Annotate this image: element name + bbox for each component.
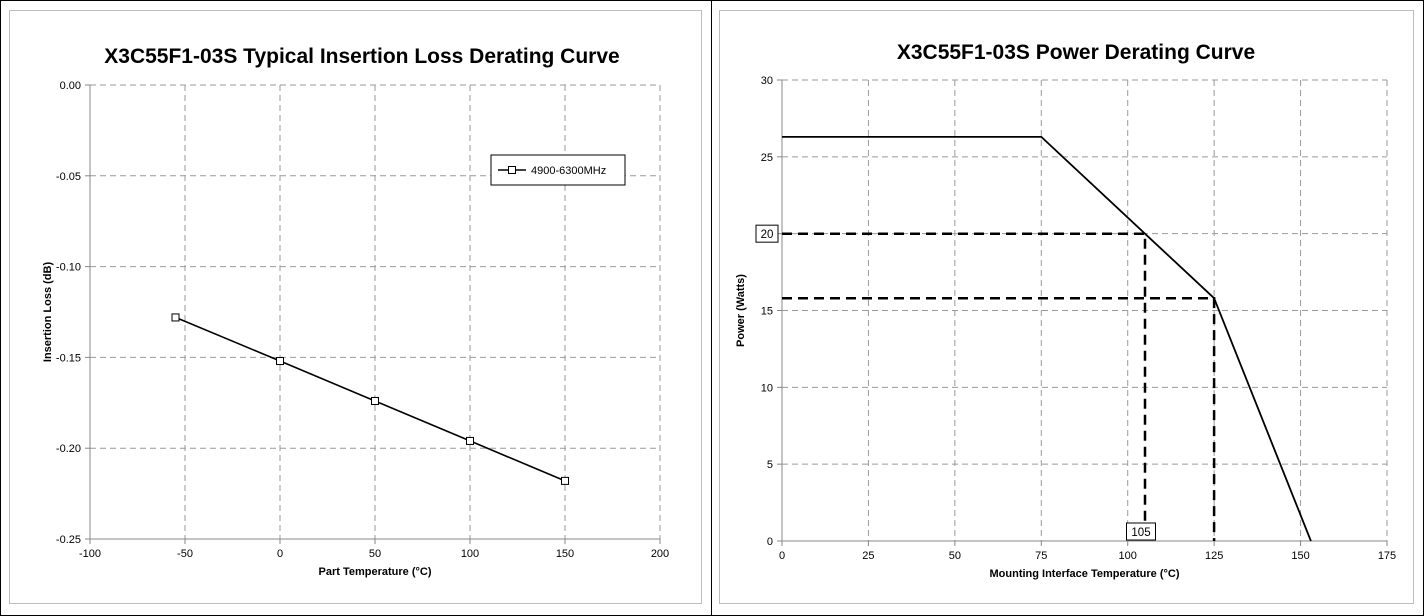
y-axis-label: Insertion Loss (dB) <box>42 262 54 363</box>
data-point-marker <box>171 313 180 322</box>
y-tick-label: 25 <box>761 152 773 164</box>
y-tick-label: -0.20 <box>56 443 81 455</box>
x-tick-label: 100 <box>461 548 479 560</box>
x-tick-label: -100 <box>79 548 101 560</box>
x-tick-label: 125 <box>1205 550 1223 562</box>
x-tick-label: 150 <box>1291 550 1309 562</box>
legend-marker-swatch <box>508 166 516 174</box>
data-point-marker <box>371 396 379 405</box>
data-point-marker <box>276 357 284 366</box>
y-tick-label: -0.05 <box>56 171 81 183</box>
x-tick-label: 0 <box>277 548 283 560</box>
series-line-0 <box>782 136 1312 542</box>
callout-box-1 <box>1126 522 1156 541</box>
x-tick-label: 0 <box>779 550 785 562</box>
x-axis-label: Mounting Interface Temperature (°C) <box>990 568 1180 580</box>
x-axis-label: Part Temperature (°C) <box>319 566 432 578</box>
reference-dashed-line-0 <box>782 232 1147 541</box>
x-tick-label: -50 <box>177 548 193 560</box>
chart-title: X3C55F1-03S Typical Insertion Loss Derat… <box>104 45 619 68</box>
y-tick-label: -0.10 <box>56 262 81 274</box>
insertion-loss-chart-panel: -100 -50 0 50 100 150 200 0.00 -0.05 -0.10 -0.15 -0… <box>9 10 702 604</box>
y-tick-label: 30 <box>761 75 773 87</box>
legend-box <box>490 154 626 186</box>
y-tick-label: 0 <box>767 536 773 548</box>
x-tick-label: 175 <box>1378 550 1396 562</box>
y-tick-label: 5 <box>767 459 773 471</box>
x-tick-label: 25 <box>862 550 874 562</box>
data-point-marker <box>466 436 474 445</box>
y-tick-label: -0.15 <box>56 352 81 364</box>
x-tick-label: 100 <box>1119 550 1137 562</box>
x-tick-label: 75 <box>1035 550 1047 562</box>
y-tick-label: -0.25 <box>56 534 81 546</box>
x-tick-label: 150 <box>556 548 574 560</box>
x-tick-label: 200 <box>651 548 669 560</box>
x-tick-label: 50 <box>369 548 381 560</box>
panel-divider <box>711 0 712 616</box>
y-axis-label: Power (Watts) <box>735 274 747 347</box>
insertion-loss-chart: -100 -50 0 50 100 150 200 0.00 -0.05 -0.10 -0.15 -0… <box>42 45 669 578</box>
y-tick-label: 10 <box>761 382 773 394</box>
data-point-marker <box>561 476 569 485</box>
power-derating-chart: 0 25 50 75 100 125 150 175 0 5 10 15 20 25 30 X3C55F1-0… <box>735 41 1396 580</box>
power-derating-chart-panel: 0 25 50 75 100 125 150 175 0 5 10 15 20 25 30 X3C55F1-0… <box>719 10 1414 604</box>
x-tick-label: 50 <box>949 550 961 562</box>
callout-box-0 <box>755 224 779 243</box>
y-tick-label: 15 <box>761 306 773 318</box>
callout-label-1: 105 <box>1131 527 1150 539</box>
chart-title: X3C55F1-03S Power Derating Curve <box>897 41 1255 64</box>
y-tick-label: 0.00 <box>60 80 81 92</box>
legend-label: 4900-6300MHz <box>531 165 606 177</box>
callout-label-0: 20 <box>761 229 774 241</box>
